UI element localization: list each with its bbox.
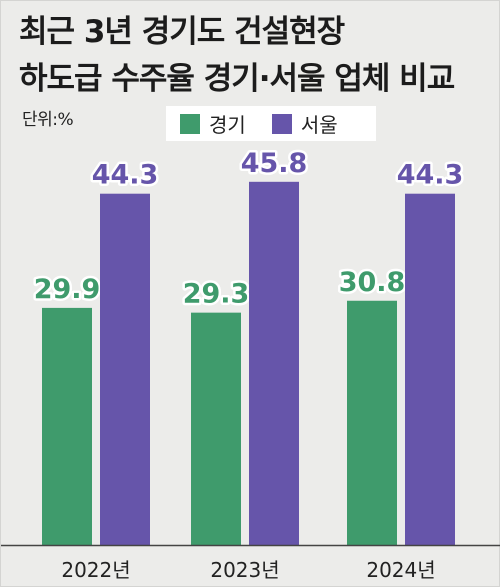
unit-label: 단위:% (22, 110, 74, 130)
title-line-2: 하도급 수주율 경기·서울 업체 비교 (19, 61, 455, 97)
legend-label-seoul: 서울 (300, 113, 338, 137)
legend-item-seoul: 서울 (271, 109, 338, 138)
bar-gyeonggi-1 (191, 312, 241, 545)
chart-title: 최근 3년 경기도 건설현장 하도급 수주율 경기·서울 업체 비교 (19, 9, 489, 103)
bar-seoul-2 (405, 193, 455, 546)
data-label-seoul-0: 44.3 (92, 160, 159, 191)
bar-gyeonggi-0 (42, 307, 92, 545)
data-label-gyeonggi-2: 30.8 (339, 267, 406, 298)
title-line-1: 최근 3년 경기도 건설현장 (19, 14, 345, 50)
legend-swatch-seoul (271, 113, 292, 134)
bar-seoul-1 (249, 181, 299, 545)
data-label-seoul-2: 44.3 (397, 160, 464, 191)
legend-item-gyeonggi: 경기 (180, 109, 246, 138)
data-label-seoul-1: 45.8 (241, 148, 308, 179)
x-tick-label-2: 2024년 (366, 558, 435, 582)
legend-swatch-gyeonggi (180, 113, 200, 134)
bar-seoul-0 (100, 193, 150, 546)
x-tick-label-1: 2023년 (210, 558, 279, 582)
bar-gyeonggi-2 (347, 300, 397, 545)
legend-label-gyeonggi: 경기 (209, 113, 246, 137)
data-label-gyeonggi-0: 29.9 (34, 274, 101, 305)
x-tick-label-0: 2022년 (61, 558, 130, 582)
data-label-gyeonggi-1: 29.3 (183, 279, 250, 310)
legend: 경기 서울 (166, 106, 376, 141)
